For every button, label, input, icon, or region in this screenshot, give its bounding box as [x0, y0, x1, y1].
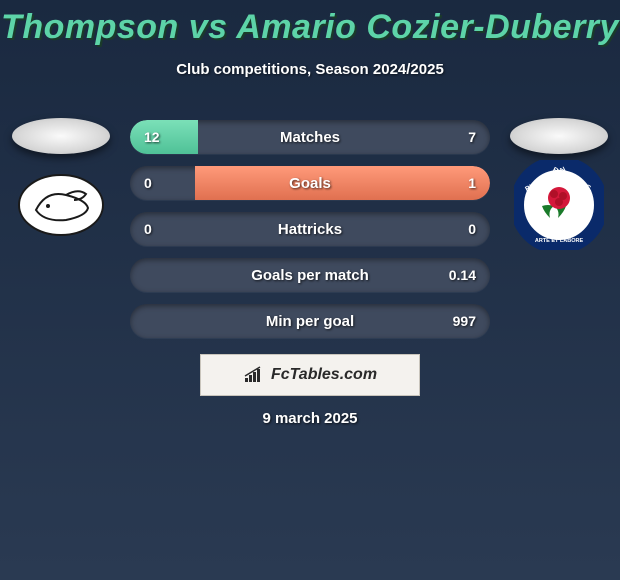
stat-label: Goals: [130, 166, 490, 200]
stat-bars: 127Matches 01Goals 00Hattricks 0.14Goals pe…: [130, 120, 490, 350]
stat-label: Hattricks: [130, 212, 490, 246]
player-photo-right: [510, 118, 608, 154]
club-crest-right: BLACKBURN ROVERS F.C. ARTE ET LABORE: [514, 170, 604, 240]
club-crest-left: [16, 170, 106, 240]
stat-row: 01Goals: [130, 166, 490, 200]
stat-row: 0.14Goals per match: [130, 258, 490, 292]
stat-row: 997Min per goal: [130, 304, 490, 338]
chart-icon: [243, 366, 265, 384]
left-player-column: [6, 118, 116, 240]
right-player-column: BLACKBURN ROVERS F.C. ARTE ET LABORE: [504, 118, 614, 240]
stat-row: 127Matches: [130, 120, 490, 154]
stat-label: Min per goal: [130, 304, 490, 338]
date-label: 9 march 2025: [0, 410, 620, 427]
svg-text:ARTE ET LABORE: ARTE ET LABORE: [535, 238, 584, 244]
stat-label: Matches: [130, 120, 490, 154]
stat-label: Goals per match: [130, 258, 490, 292]
player-photo-left: [12, 118, 110, 154]
subtitle: Club competitions, Season 2024/2025: [0, 61, 620, 78]
brand-box: FcTables.com: [200, 354, 420, 396]
brand-label: FcTables.com: [271, 366, 377, 384]
page-title: Thompson vs Amario Cozier-Duberry: [0, 0, 620, 47]
stat-row: 00Hattricks: [130, 212, 490, 246]
